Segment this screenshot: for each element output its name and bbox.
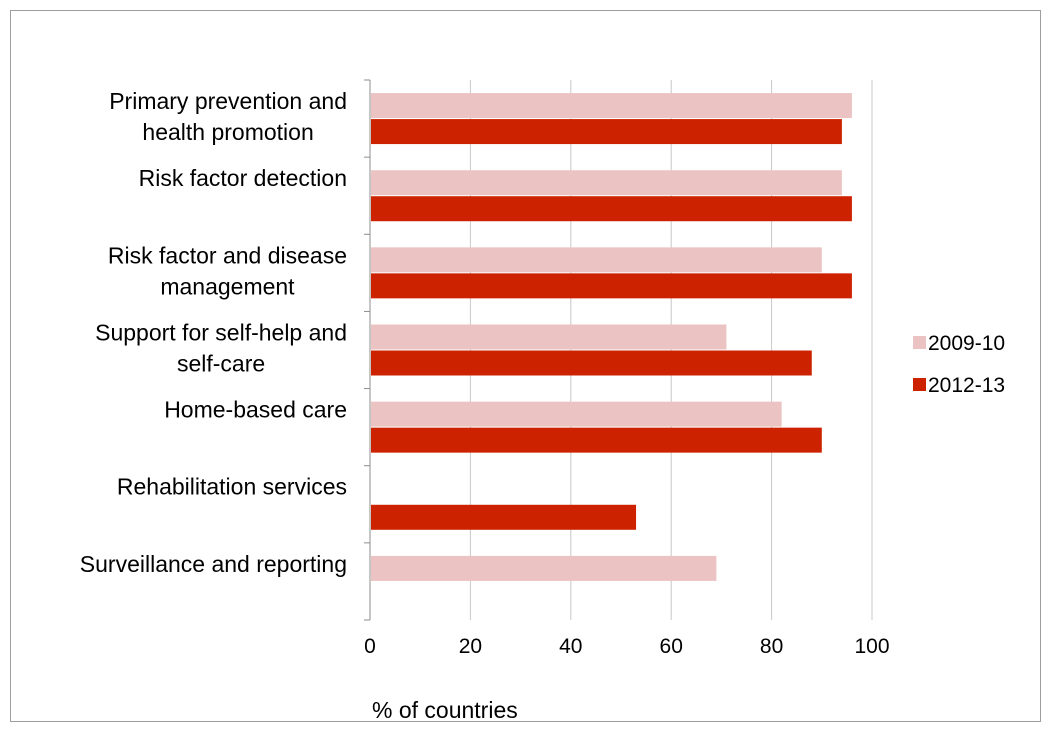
category-label: management (160, 273, 295, 299)
x-tick-label: 20 (459, 635, 482, 658)
bar-2012-13 (371, 504, 637, 530)
category-label: Support for self-help and (95, 319, 347, 345)
x-tick-label: 40 (559, 635, 582, 658)
bar-2009-10 (371, 555, 717, 581)
legend-swatch (913, 378, 926, 391)
category-label: self-care (177, 350, 265, 376)
bar-2009-10 (371, 93, 852, 119)
category-label: Risk factor detection (139, 165, 347, 191)
x-tick-label: 60 (660, 635, 683, 658)
legend-swatch (913, 336, 926, 349)
bar-2012-13 (371, 273, 852, 299)
category-label: Risk factor and disease (108, 242, 347, 268)
x-tick-label: 80 (760, 635, 783, 658)
bar-2012-13 (371, 196, 852, 222)
category-label: Home-based care (164, 397, 347, 423)
bar-2012-13 (371, 119, 842, 145)
bar-2009-10 (371, 170, 842, 196)
bar-2012-13 (371, 427, 822, 453)
category-label: Rehabilitation services (117, 474, 347, 500)
bar-2012-13 (371, 350, 812, 376)
legend-label: 2012-13 (928, 374, 1005, 397)
bar-2009-10 (371, 324, 727, 350)
x-axis-title: % of countries (372, 697, 518, 723)
x-tick-label: 100 (854, 635, 889, 658)
category-label: Surveillance and reporting (80, 551, 347, 577)
legend-label: 2009-10 (928, 332, 1005, 355)
category-label: health promotion (142, 119, 313, 145)
category-label: Primary prevention and (109, 88, 347, 114)
x-tick-label: 0 (364, 635, 376, 658)
bar-2009-10 (371, 247, 822, 273)
bar-2009-10 (371, 401, 782, 427)
